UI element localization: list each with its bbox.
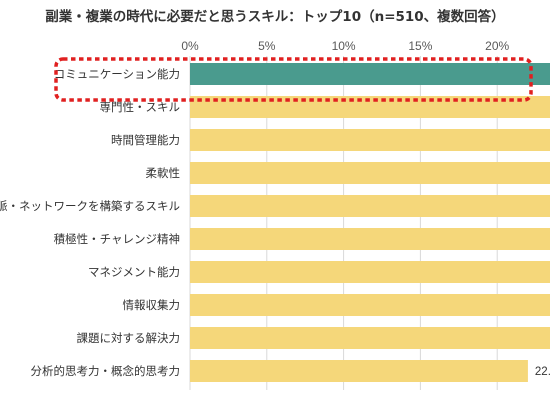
bar (190, 195, 550, 217)
data-labels: 38.634.133.129.829.228.027.125.925.522.0 (535, 366, 550, 378)
category-label: マネジメント能力 (88, 265, 180, 279)
x-tick-label: 20% (485, 39, 509, 53)
bar (190, 261, 550, 283)
category-label: 分析的思考力・概念的思考力 (31, 364, 181, 378)
highlight-box (54, 57, 533, 102)
x-tick-label: 0% (181, 39, 199, 53)
category-labels: コミュニケーション能力専門性・スキル時間管理能力柔軟性人脈・ネットワークを構築す… (0, 67, 180, 378)
x-tick-label: 15% (408, 39, 432, 53)
category-label: 時間管理能力 (111, 133, 180, 147)
chart-title: 副業・複業の時代に必要だと思うスキル：トップ10（n=510、複数回答） (45, 8, 504, 25)
bar (190, 228, 550, 250)
x-tick-label: 10% (332, 39, 356, 53)
bars (190, 63, 550, 382)
category-label: 専門性・スキル (100, 100, 181, 114)
category-label: 積極性・チャレンジ精神 (54, 232, 180, 246)
data-label: 22.0 (535, 366, 550, 378)
bar (190, 360, 528, 382)
bar (190, 63, 550, 85)
category-label: 柔軟性 (146, 166, 181, 180)
x-tick-label: 5% (258, 39, 276, 53)
category-label: 人脈・ネットワークを構築するスキル (0, 199, 180, 213)
bar (190, 162, 550, 184)
category-label: 情報収集力 (123, 298, 181, 312)
bar (190, 327, 550, 349)
bar (190, 294, 550, 316)
bar (190, 129, 550, 151)
category-label: 課題に対する解決力 (77, 331, 181, 345)
category-label: コミュニケーション能力 (54, 67, 180, 81)
x-axis-ticks: 0%5%10%15%20%25%30%35%40%45% (181, 39, 509, 53)
